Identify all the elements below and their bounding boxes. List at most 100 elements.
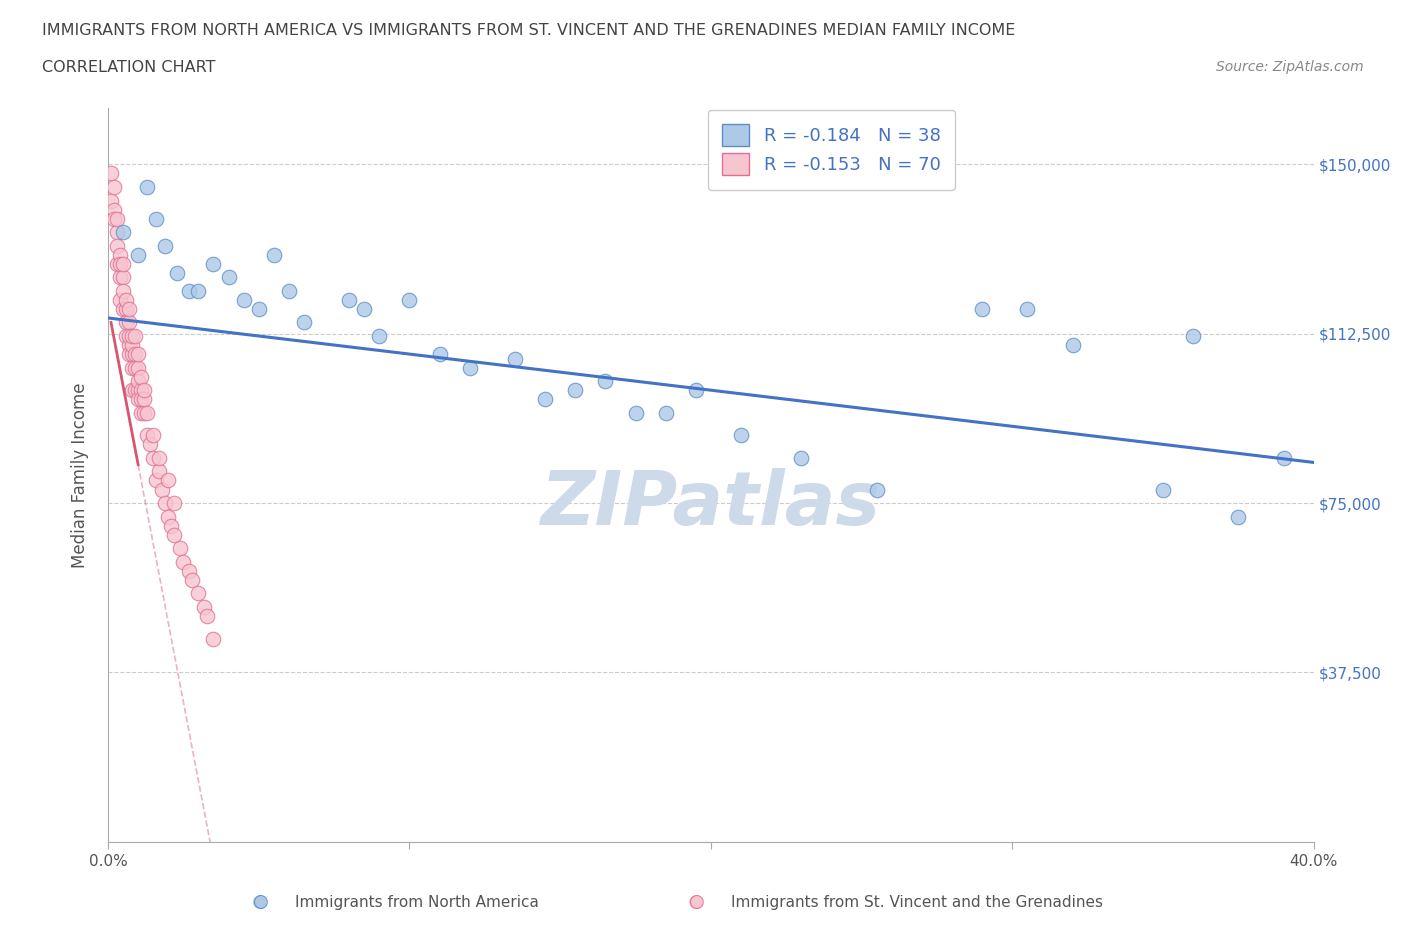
Point [127,360,149,375]
Point [193,600,215,615]
Point [100,193,122,208]
Text: ZIPatlas: ZIPatlas [541,468,882,540]
Point [105,238,128,253]
Point [103,211,125,226]
Text: Immigrants from North America: Immigrants from North America [295,895,538,910]
Point [129,392,152,406]
Point [197,608,219,623]
Point [263,247,285,262]
Point [124,383,146,398]
Point [155,496,177,511]
Point [121,328,143,343]
Point [121,383,143,398]
Point [534,392,557,406]
Point [136,405,159,420]
Point [157,473,180,488]
Point [121,347,143,362]
Point [160,518,183,533]
Text: ●: ● [688,893,704,911]
Point [124,360,146,375]
Point [1182,328,1205,343]
Text: CORRELATION CHART: CORRELATION CHART [42,60,215,75]
Point [218,270,240,285]
Point [100,166,122,181]
Point [134,383,156,398]
Text: ○: ○ [252,893,269,911]
Point [118,338,141,352]
Point [157,509,180,524]
Point [118,328,141,343]
Point [108,247,131,262]
Point [105,257,128,272]
Point [277,284,299,299]
Point [1152,482,1174,497]
Point [112,270,135,285]
Point [127,347,149,362]
Point [112,225,135,240]
Point [654,405,676,420]
Point [127,392,149,406]
Point [118,347,141,362]
Point [169,540,191,555]
Point [105,211,128,226]
Y-axis label: Median Family Income: Median Family Income [72,382,89,567]
Text: IMMIGRANTS FROM NORTH AMERICA VS IMMIGRANTS FROM ST. VINCENT AND THE GRENADINES : IMMIGRANTS FROM NORTH AMERICA VS IMMIGRA… [42,23,1015,38]
Point [134,392,156,406]
Point [187,284,209,299]
Point [108,270,131,285]
Point [595,374,617,389]
Point [398,292,420,307]
Point [142,428,165,443]
Point [292,315,315,330]
Text: Source: ZipAtlas.com: Source: ZipAtlas.com [1216,60,1364,74]
Point [503,352,526,366]
Point [179,564,201,578]
Point [458,360,481,375]
Text: ○: ○ [688,893,704,911]
Point [112,284,135,299]
Point [166,265,188,280]
Point [105,225,128,240]
Point [145,211,167,226]
Point [115,315,138,330]
Point [115,328,138,343]
Point [337,292,360,307]
Point [972,301,994,316]
Point [685,383,707,398]
Point [1017,301,1039,316]
Point [1062,338,1084,352]
Point [181,572,204,587]
Point [124,328,146,343]
Point [112,257,135,272]
Point [108,257,131,272]
Point [232,292,254,307]
Point [202,257,225,272]
Point [121,360,143,375]
Point [136,179,159,194]
Point [124,347,146,362]
Point [429,347,451,362]
Point [139,437,162,452]
Point [866,482,889,497]
Point [108,292,131,307]
Legend: R = -0.184   N = 38, R = -0.153   N = 70: R = -0.184 N = 38, R = -0.153 N = 70 [707,110,955,190]
Text: Immigrants from St. Vincent and the Grenadines: Immigrants from St. Vincent and the Gren… [731,895,1104,910]
Point [115,292,138,307]
Point [564,383,586,398]
Point [142,450,165,465]
Point [163,496,186,511]
Point [118,301,141,316]
Point [121,338,143,352]
Point [187,586,209,601]
Point [247,301,270,316]
Point [150,482,173,497]
Point [368,328,391,343]
Text: ●: ● [252,893,269,911]
Point [1227,509,1250,524]
Point [1272,450,1295,465]
Point [148,464,170,479]
Point [202,631,225,646]
Point [790,450,813,465]
Point [179,284,201,299]
Point [134,405,156,420]
